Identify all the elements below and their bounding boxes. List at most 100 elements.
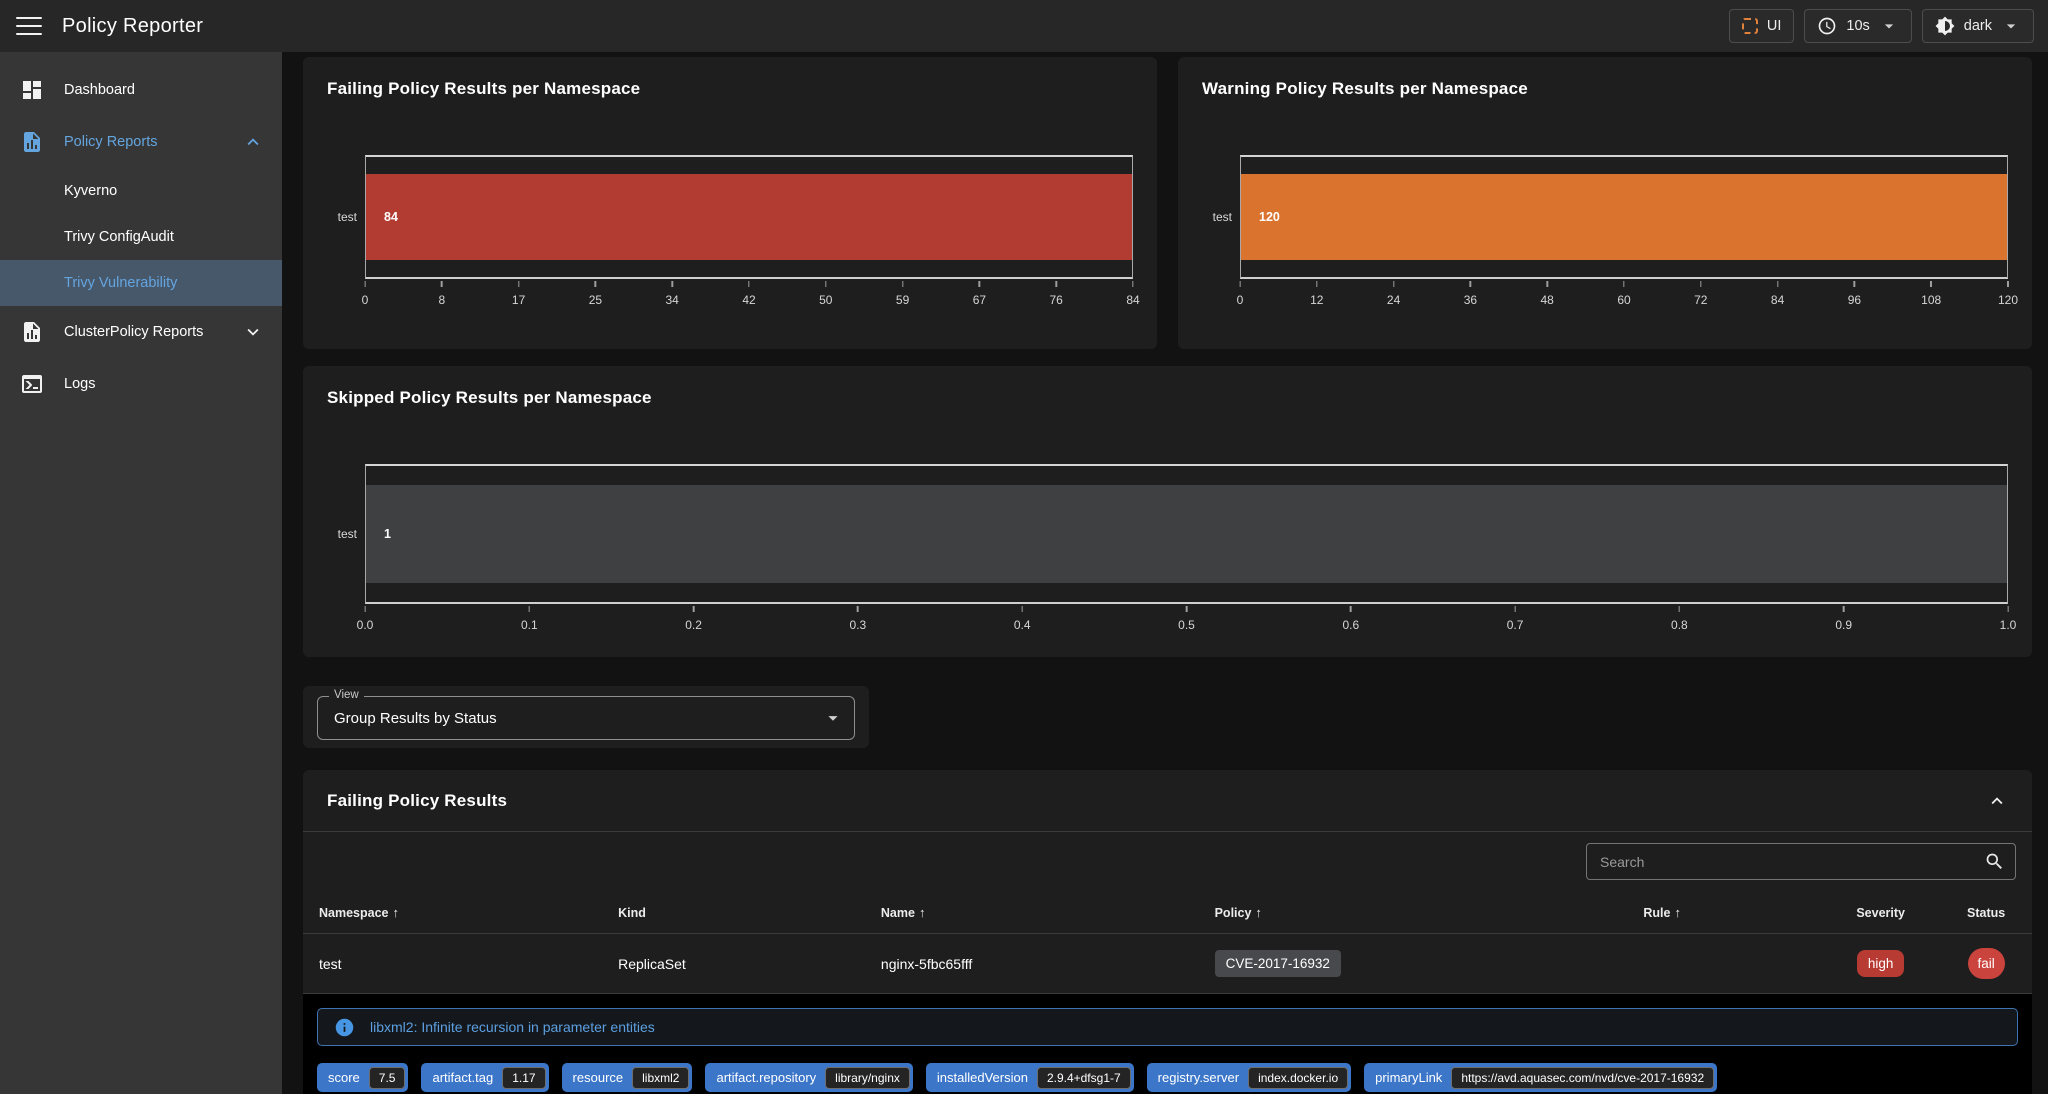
x-axis-tick-label: 72 bbox=[1694, 281, 1707, 307]
sidebar-item-label: Trivy ConfigAudit bbox=[64, 229, 174, 245]
property-chip-registry-server[interactable]: registry.server index.docker.io bbox=[1146, 1063, 1352, 1092]
cell-severity: high bbox=[1821, 933, 1941, 994]
info-icon bbox=[335, 1018, 354, 1036]
menu-icon[interactable] bbox=[16, 17, 42, 35]
property-chip-primarylink[interactable]: primaryLink https://avd.aquasec.com/nvd/c… bbox=[1364, 1063, 1718, 1092]
sort-ascending-icon: ↑ bbox=[1674, 905, 1681, 920]
sidebar-item-kyverno[interactable]: Kyverno bbox=[0, 168, 282, 214]
file-chart-icon bbox=[24, 132, 40, 152]
view-select-value: Group Results by Status bbox=[334, 709, 497, 727]
sidebar-item-clusterpolicy-reports[interactable]: ClusterPolicy Reports bbox=[0, 306, 282, 358]
x-axis-tick-label: 96 bbox=[1848, 281, 1861, 307]
x-axis: 0 12 24 36 48 60 72 84 96 108 120 bbox=[1237, 281, 2018, 311]
column-header-policy[interactable]: Policy ↑ bbox=[1198, 890, 1628, 934]
search-field[interactable] bbox=[1586, 843, 2016, 880]
property-chip-label: installedVersion bbox=[936, 1070, 1028, 1085]
theme-value: dark bbox=[1963, 18, 1992, 34]
chart-bar[interactable]: 84 bbox=[366, 173, 1132, 261]
theme-brightness-icon bbox=[1935, 16, 1955, 36]
property-chip-artifact-repository[interactable]: artifact.repository library/nginx bbox=[705, 1063, 913, 1092]
console-icon bbox=[22, 375, 42, 393]
chart-plot-area: 84 bbox=[365, 155, 1133, 279]
sidebar-item-trivy-configaudit[interactable]: Trivy ConfigAudit bbox=[0, 214, 282, 260]
x-axis-tick-label: 17 bbox=[512, 281, 525, 307]
policy-chip[interactable]: CVE-2017-16932 bbox=[1214, 950, 1341, 977]
sort-ascending-icon: ↑ bbox=[1255, 905, 1262, 920]
sidebar-item-label: Dashboard bbox=[64, 82, 135, 98]
chart-title: Skipped Policy Results per Namespace bbox=[327, 388, 652, 407]
property-chip-value: 7.5 bbox=[368, 1066, 406, 1089]
property-chip-value: library/nginx bbox=[825, 1066, 910, 1089]
x-axis-tick-label: 0 bbox=[1237, 281, 1243, 307]
x-axis-tick-label: 34 bbox=[666, 281, 679, 307]
sidebar-item-logs[interactable]: Logs bbox=[0, 358, 282, 410]
sidebar-item-policy-reports[interactable]: Policy Reports bbox=[0, 116, 282, 168]
x-axis-tick-label: 60 bbox=[1617, 281, 1631, 307]
y-axis-category-label: test bbox=[1212, 210, 1232, 224]
x-axis-tick-label: 24 bbox=[1387, 281, 1400, 307]
main-content: Failing Policy Results per Namespace tes… bbox=[282, 52, 2048, 1094]
property-chip-value: 2.9.4+dfsg1-7 bbox=[1036, 1066, 1131, 1089]
chart-bar[interactable]: 120 bbox=[1241, 173, 2007, 261]
sort-ascending-icon: ↑ bbox=[918, 905, 926, 920]
search-icon[interactable] bbox=[1984, 851, 2005, 872]
chart-title: Warning Policy Results per Namespace bbox=[1202, 79, 1528, 98]
y-axis-category-label: test bbox=[337, 210, 357, 224]
x-axis-tick-label: 108 bbox=[1921, 281, 1941, 307]
chevron-down-icon bbox=[1884, 24, 1893, 29]
property-chip-label: artifact.repository bbox=[716, 1070, 817, 1085]
status-badge: fail bbox=[1967, 948, 2005, 979]
x-axis: 0.0 0.1 0.2 0.3 0.4 0.5 0.6 0.7 0.8 0.9 1.0 bbox=[357, 606, 2016, 636]
bar-chart: test 84 0 8 17 25 34 42 50 59 67 76 84 bbox=[327, 155, 1140, 311]
column-header-namespace[interactable]: Namespace ↑ bbox=[303, 890, 603, 934]
severity-badge: high bbox=[1856, 950, 1905, 977]
property-chip-score[interactable]: score 7.5 bbox=[317, 1063, 409, 1092]
result-detail-section: libxml2: Infinite recursion in parameter… bbox=[303, 994, 2032, 1094]
column-header-rule[interactable]: Rule ↑ bbox=[1627, 890, 1822, 934]
property-chip-resource[interactable]: resource libxml2 bbox=[561, 1063, 693, 1092]
collapse-panel-button[interactable] bbox=[1986, 790, 2008, 812]
view-select-label: View bbox=[329, 689, 364, 701]
bar-value-label: 120 bbox=[1259, 209, 1280, 224]
app-title: Policy Reporter bbox=[62, 14, 204, 37]
column-header-name[interactable]: Name ↑ bbox=[864, 890, 1199, 934]
x-axis-tick-label: 0.7 bbox=[1507, 606, 1523, 632]
skipped-results-chart-card: Skipped Policy Results per Namespace tes… bbox=[303, 366, 2032, 657]
sort-ascending-icon: ↑ bbox=[392, 905, 400, 920]
app-bar: Policy Reporter UI 10s dark bbox=[0, 0, 2048, 52]
column-header-kind[interactable]: Kind↑ bbox=[602, 890, 865, 934]
sidebar-item-dashboard[interactable]: Dashboard bbox=[0, 64, 282, 116]
property-chip-value: libxml2 bbox=[632, 1066, 690, 1089]
chart-bar[interactable]: 1 bbox=[366, 485, 2007, 583]
results-table: Namespace↑ Kind↑ Name↑ Policy↑ Rule↑ Sev… bbox=[303, 890, 2032, 994]
view-select[interactable]: View Group Results by Status bbox=[317, 689, 855, 740]
column-header-severity[interactable]: Severity↑ bbox=[1821, 890, 1941, 934]
chart-plot-area: 120 bbox=[1240, 155, 2008, 279]
property-chip-value: 1.17 bbox=[502, 1066, 546, 1089]
chevron-up-icon[interactable] bbox=[242, 131, 264, 153]
result-message-link[interactable]: libxml2: Infinite recursion in parameter… bbox=[370, 1019, 655, 1035]
x-axis-tick-label: 0.9 bbox=[1835, 606, 1852, 632]
chart-title: Failing Policy Results per Namespace bbox=[327, 79, 641, 98]
cell-kind: ReplicaSet bbox=[602, 933, 865, 994]
column-header-status[interactable]: Status↑ bbox=[1940, 890, 2032, 934]
view-select-card: View Group Results by Status bbox=[303, 686, 869, 748]
table-row[interactable]: test ReplicaSet nginx-5fbc65fff CVE-2017… bbox=[303, 933, 2032, 994]
property-chip-artifact-tag[interactable]: artifact.tag 1.17 bbox=[421, 1063, 549, 1092]
x-axis-tick-label: 0.6 bbox=[1342, 606, 1359, 632]
theme-select[interactable]: dark bbox=[1921, 9, 2034, 43]
property-chip-installedversion[interactable]: installedVersion 2.9.4+dfsg1-7 bbox=[925, 1063, 1134, 1092]
x-axis-tick-label: 84 bbox=[1771, 281, 1784, 307]
ui-button-label: UI bbox=[1766, 18, 1782, 34]
failing-results-chart-card: Failing Policy Results per Namespace tes… bbox=[303, 57, 1157, 349]
x-axis-tick-label: 8 bbox=[438, 281, 445, 307]
x-axis-tick-label: 0.8 bbox=[1671, 606, 1688, 632]
refresh-interval-select[interactable]: 10s bbox=[1804, 9, 1912, 43]
chevron-down-icon bbox=[2006, 24, 2016, 29]
ui-link-button[interactable]: UI bbox=[1728, 9, 1795, 43]
chevron-down-icon[interactable] bbox=[242, 321, 264, 343]
x-axis-tick-label: 59 bbox=[896, 281, 909, 307]
search-input[interactable] bbox=[1600, 853, 1984, 870]
chart-plot-area: 1 bbox=[365, 464, 2008, 604]
sidebar-item-trivy-vulnerability[interactable]: Trivy Vulnerability bbox=[0, 260, 282, 306]
